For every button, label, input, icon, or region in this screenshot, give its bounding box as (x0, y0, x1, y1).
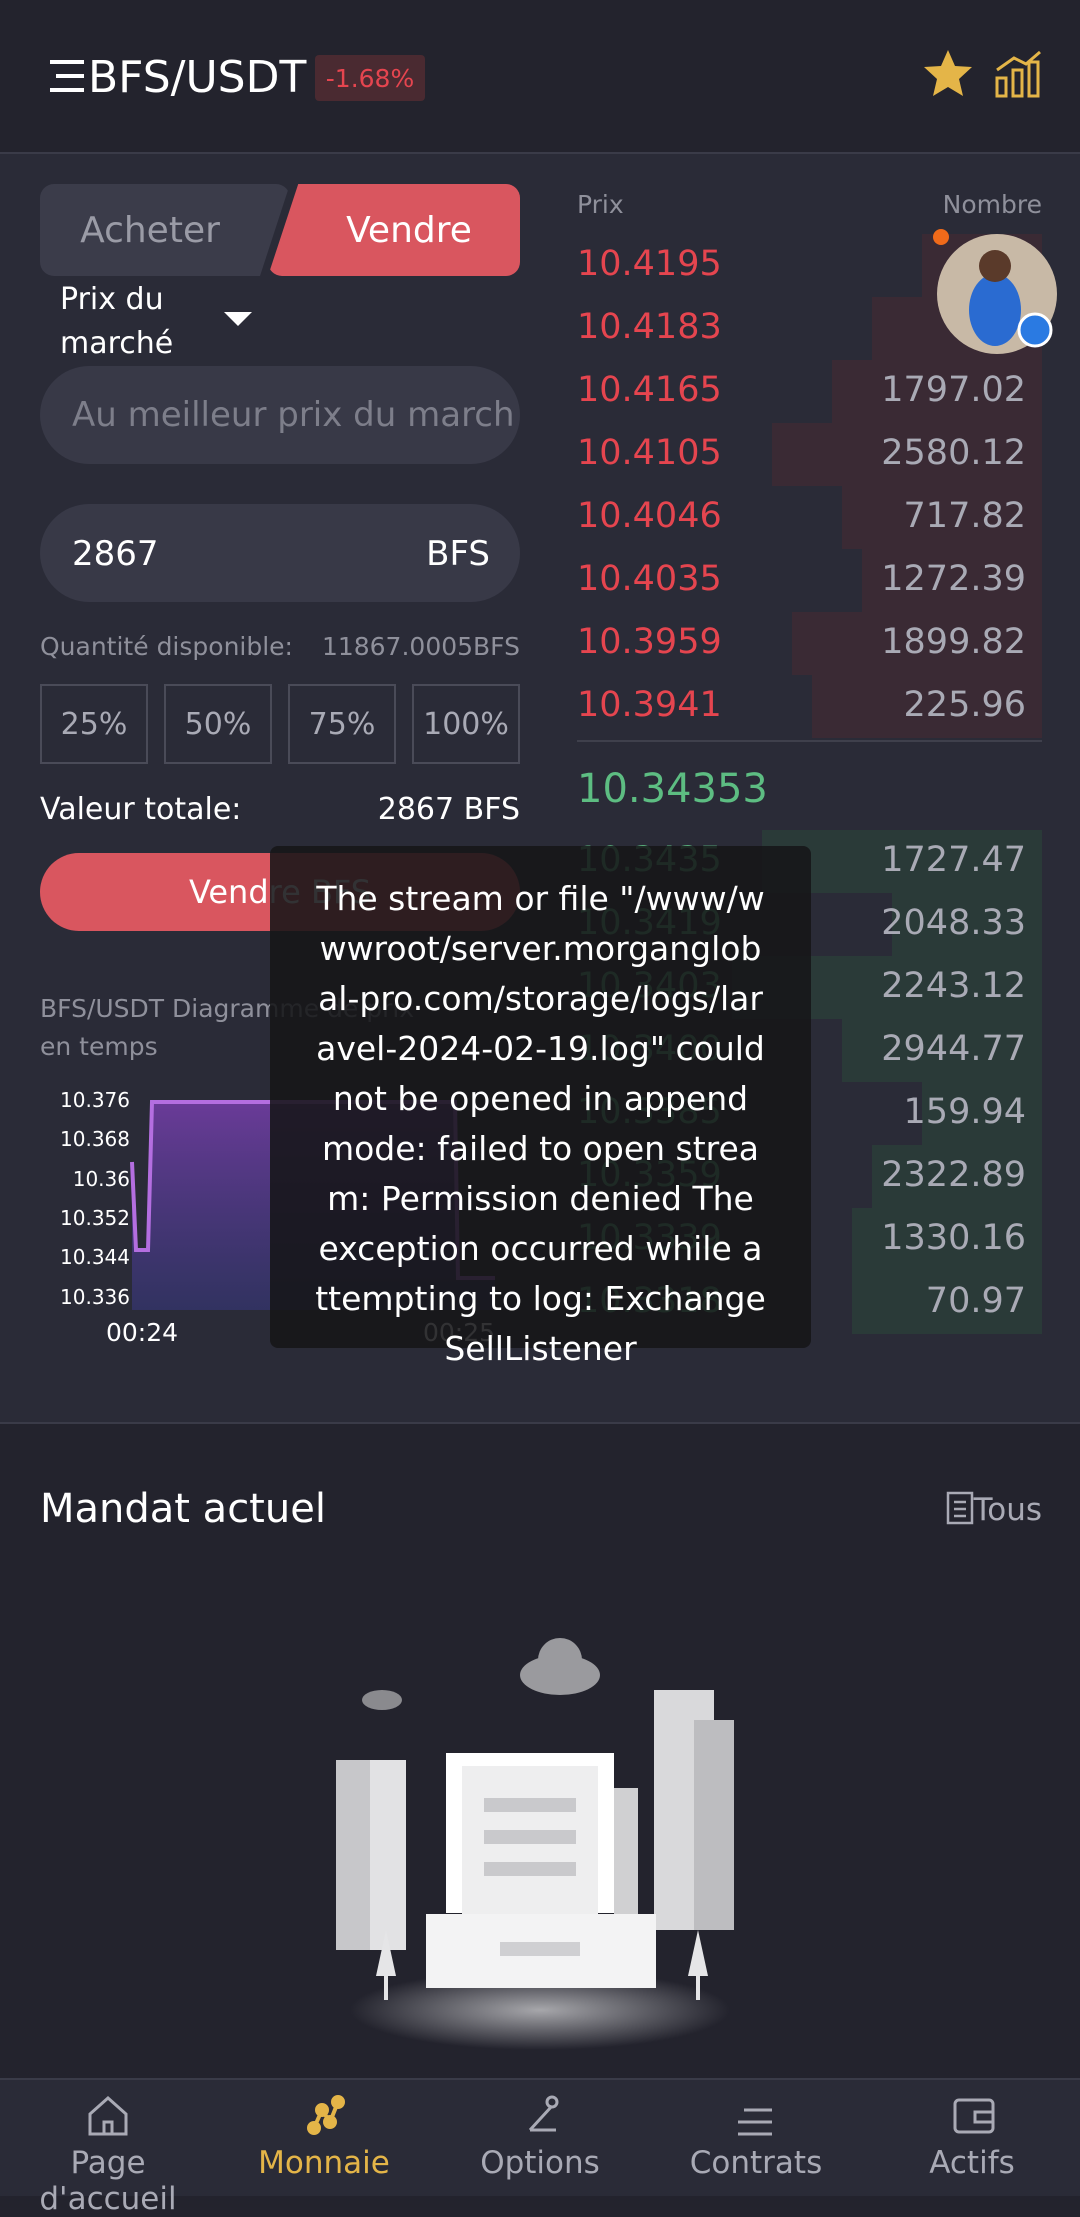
percent-button[interactable]: 100% (412, 684, 520, 764)
chart-y-label: 10.368 (60, 1127, 130, 1152)
depth-bar (852, 1208, 1042, 1271)
nav-item[interactable]: Page d'accueil (39, 2145, 177, 2217)
book-price: 10.3941 (577, 685, 722, 725)
empty-illustration (336, 1638, 734, 2050)
book-price: 10.4183 (577, 307, 722, 347)
doc-icon[interactable] (946, 1491, 974, 1525)
book-amount: 2048.33 (881, 903, 1026, 943)
book-amount: 1899.82 (881, 622, 1026, 662)
depth-bar (792, 612, 1042, 675)
book-amount: 1797.02 (881, 370, 1026, 410)
orders-title: Mandat actuel (40, 1486, 326, 1532)
error-toast: The stream or file "/www/wwwroot/server.… (270, 846, 811, 1368)
pair-title: BFS/USDT (88, 52, 307, 103)
last-price: 10.34353 (577, 766, 768, 812)
amount-value: 2867 (72, 534, 159, 574)
available-label: Quantité disponible: (40, 632, 293, 661)
nav-item[interactable]: Actifs (929, 2145, 1015, 2181)
sell-tab[interactable]: Vendre (268, 184, 520, 276)
support-avatar[interactable] (935, 232, 1059, 356)
book-amount: 70.97 (925, 1281, 1026, 1321)
book-price: 10.4035 (577, 559, 722, 599)
dropdown-arrow[interactable] (224, 312, 252, 328)
book-amount: 225.96 (903, 685, 1026, 725)
percent-button[interactable]: 50% (164, 684, 272, 764)
chart-y-label: 10.336 (60, 1284, 130, 1309)
book-price: 10.3959 (577, 622, 722, 662)
percent-button[interactable]: 75% (288, 684, 396, 764)
amount-input[interactable] (40, 504, 520, 602)
kline-icon[interactable] (994, 50, 1042, 98)
chart-y-label: 10.376 (60, 1088, 130, 1112)
depth-bar (892, 893, 1042, 956)
percent-button[interactable]: 25% (40, 684, 148, 764)
book-amount: 159.94 (903, 1092, 1026, 1132)
chart-x-label: 00:24 (106, 1318, 179, 1347)
depth-bar (852, 1271, 1042, 1334)
book-header: Nombre (942, 190, 1042, 219)
book-price: 10.4165 (577, 370, 722, 410)
nav-item[interactable]: Monnaie (258, 2145, 390, 2181)
book-price: 10.4195 (577, 244, 722, 284)
book-amount: 2243.12 (881, 966, 1026, 1006)
book-separator (577, 740, 1042, 742)
chart-y-label: 10.36 (72, 1166, 130, 1191)
depth-bar (772, 423, 1042, 486)
available-value: 11867.0005BFS (321, 632, 520, 661)
menu-icon[interactable] (44, 58, 86, 94)
book-price: 10.4046 (577, 496, 722, 536)
price-input[interactable]: Au meilleur prix du march (40, 366, 520, 464)
buy-tab[interactable]: Acheter (40, 184, 290, 276)
all-link[interactable]: Tous (973, 1492, 1042, 1528)
header (0, 0, 1080, 154)
total-label: Valeur totale: (40, 792, 242, 827)
book-amount: 2322.89 (881, 1155, 1026, 1195)
book-amount: 717.82 (903, 496, 1026, 536)
book-amount: 1727.47 (881, 840, 1026, 880)
depth-bar (872, 1145, 1042, 1208)
notification-dot (933, 229, 949, 245)
nav-item[interactable]: Contrats (689, 2145, 823, 2181)
total-value: 2867 BFS (377, 792, 520, 827)
book-price: 10.4105 (577, 433, 722, 473)
book-amount: 1330.16 (881, 1218, 1026, 1258)
depth-bar (922, 1082, 1042, 1145)
chart-y-label: 10.344 (60, 1245, 130, 1270)
book-header: Prix (577, 190, 624, 219)
depth-bar (812, 675, 1042, 738)
depth-bar (842, 486, 1042, 549)
order-type[interactable]: Prix du marché (60, 282, 174, 361)
nav-item[interactable]: Options (480, 2145, 600, 2181)
change-badge: -1.68% (315, 55, 425, 101)
depth-bar (842, 1019, 1042, 1082)
book-amount: 1272.39 (881, 559, 1026, 599)
chart-y-label: 10.352 (60, 1205, 130, 1230)
book-amount: 2944.77 (881, 1029, 1026, 1069)
book-amount: 2580.12 (881, 433, 1026, 473)
amount-unit: BFS (426, 534, 490, 574)
bottom-nav (0, 2078, 1080, 2196)
depth-bar (862, 549, 1042, 612)
favorite-icon[interactable] (922, 48, 974, 100)
divider (0, 1422, 1080, 1424)
depth-bar (832, 360, 1042, 423)
nav-icons (88, 2095, 995, 2136)
